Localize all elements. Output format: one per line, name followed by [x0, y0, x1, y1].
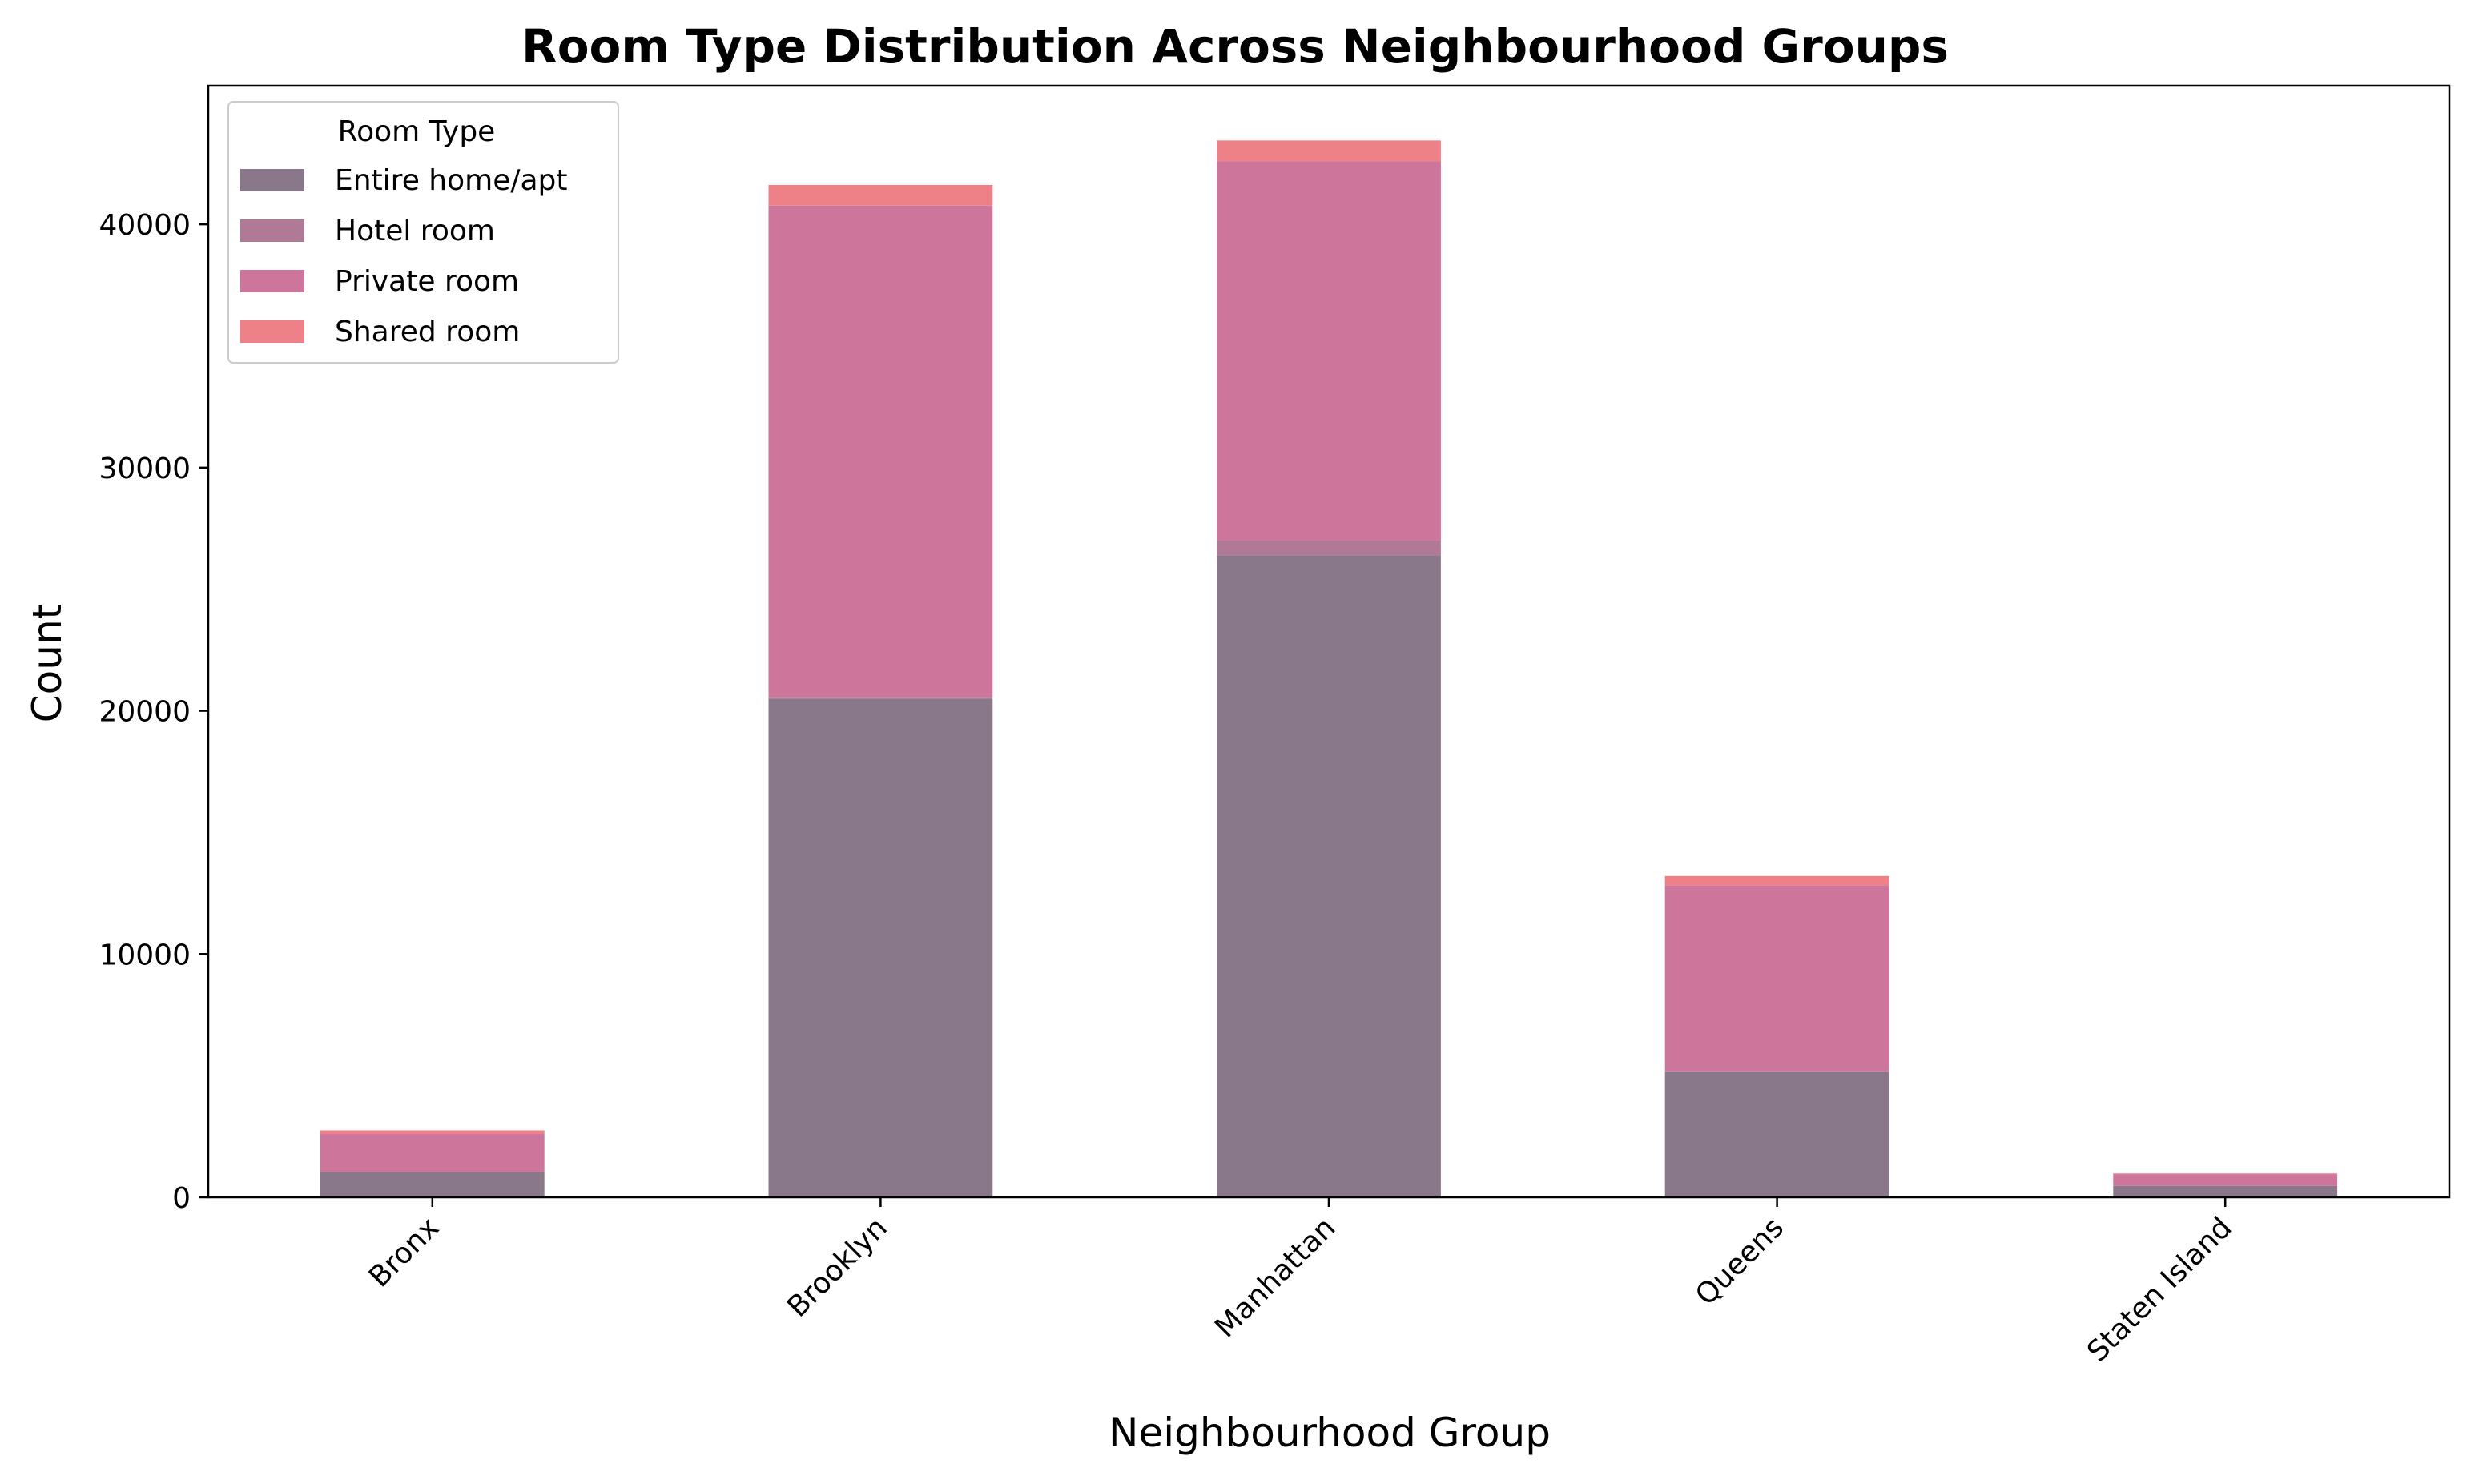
legend-label: Hotel room [335, 215, 495, 247]
bar-manhattan-series-0 [1217, 555, 1441, 1197]
bar-brooklyn-series-0 [769, 698, 993, 1197]
bar-manhattan-series-2 [1217, 161, 1441, 541]
legend: Room Type Entire home/apt Hotel room Privat… [228, 102, 618, 363]
legend-swatch [240, 169, 304, 191]
bar-brooklyn-series-2 [769, 206, 993, 698]
x-tick-label: Queens [1689, 1211, 1790, 1312]
chart-title: Room Type Distribution Across Neighbourh… [521, 19, 1949, 74]
x-tick-label: Bronx [363, 1211, 445, 1293]
bars-layer [320, 140, 2337, 1197]
legend-swatch [240, 219, 304, 242]
x-tick-label: Manhattan [1209, 1211, 1342, 1344]
bar-bronx-series-0 [320, 1172, 545, 1197]
bar-staten-island-series-3 [2113, 1173, 2337, 1174]
y-tick-label: 0 [172, 1182, 191, 1215]
y-tick-label: 10000 [99, 939, 191, 971]
x-tick-label: Staten Island [2081, 1211, 2238, 1368]
bar-staten-island-series-2 [2113, 1174, 2337, 1185]
legend-title: Room Type [338, 115, 496, 148]
legend-label: Shared room [335, 316, 520, 348]
bar-bronx-series-2 [320, 1134, 545, 1172]
y-tick-label: 30000 [99, 452, 191, 485]
bar-manhattan-series-1 [1217, 541, 1441, 555]
bar-manhattan-series-3 [1217, 140, 1441, 161]
legend-label: Entire home/apt [335, 164, 568, 197]
bar-queens-series-3 [1665, 876, 1889, 886]
y-tick-label: 20000 [99, 696, 191, 729]
bar-bronx-series-3 [320, 1130, 545, 1134]
bar-queens-series-2 [1665, 885, 1889, 1071]
bar-queens-series-0 [1665, 1072, 1889, 1197]
legend-swatch [240, 270, 304, 292]
bar-brooklyn-series-3 [769, 185, 993, 206]
y-axis-label: Count [24, 604, 70, 723]
legend-label: Private room [335, 265, 519, 298]
x-tick-label: Brooklyn [781, 1211, 894, 1324]
bar-staten-island-series-0 [2113, 1186, 2337, 1197]
x-axis-label: Neighbourhood Group [1109, 1410, 1551, 1456]
y-tick-label: 40000 [99, 209, 191, 242]
legend-swatch [240, 320, 304, 343]
bar-brooklyn-series-1 [769, 697, 993, 698]
